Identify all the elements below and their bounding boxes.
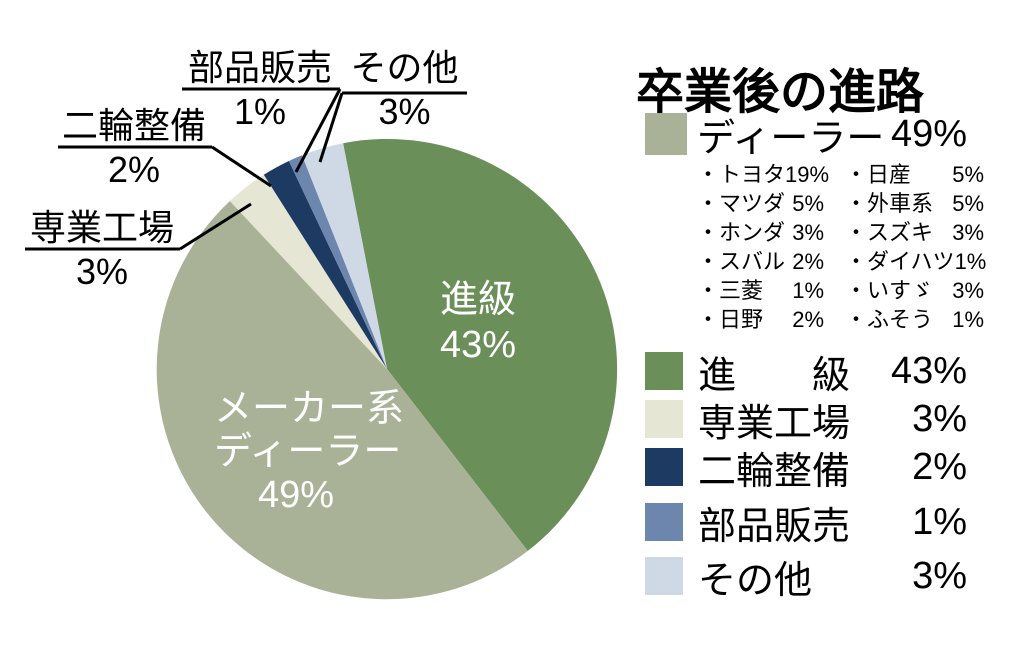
legend-label: 専業工場 bbox=[698, 402, 851, 445]
callout-senmon-kojo: 専業工場 3% bbox=[22, 206, 182, 294]
breakdown-name: ・三菱 bbox=[697, 278, 764, 303]
pie-label-line: 進級 bbox=[439, 279, 516, 321]
callout-label: 二輪整備 bbox=[61, 105, 206, 146]
legend-label: 部品販売 bbox=[698, 505, 851, 548]
pie-label-line: 49% bbox=[257, 474, 335, 516]
legend-swatch bbox=[645, 503, 683, 541]
breakdown-item: ・日野 2% bbox=[697, 305, 824, 334]
breakdown-value: 3% bbox=[952, 278, 984, 303]
breakdown-item: ・外車系 5% bbox=[845, 189, 984, 218]
legend-row-senmon-kojo: 専業工場 3% bbox=[645, 397, 967, 445]
pie-label-maker-dealer: メーカー系 ディーラー 49% bbox=[214, 388, 405, 517]
breakdown-value: 19% bbox=[785, 162, 830, 187]
callout-value: 2% bbox=[107, 149, 161, 190]
callout-label: 部品販売 bbox=[187, 47, 332, 88]
legend-row-nirin-seibi: 二輪整備 2% bbox=[645, 445, 967, 493]
callout-buhin-hanbai: 部品販売 1% bbox=[180, 46, 340, 134]
pie-slice-sonota bbox=[302, 143, 387, 369]
dealer-breakdown-col2: ・日産 5% ・外車系 5% ・スズキ 3% ・ダイハツ 1% ・いすゞ 3% ・ふそう 1… bbox=[845, 160, 987, 334]
legend-label: 二輪整備 bbox=[698, 450, 851, 493]
legend-value: 3% bbox=[912, 554, 967, 597]
callout-nirin-seibi: 二輪整備 2% bbox=[55, 104, 213, 192]
legend-label: ディーラー bbox=[697, 117, 885, 160]
breakdown-name: ・トヨタ bbox=[697, 162, 786, 187]
breakdown-name: ・日野 bbox=[697, 307, 764, 332]
breakdown-value: 5% bbox=[792, 191, 824, 216]
breakdown-name: ・ダイハツ bbox=[845, 249, 955, 274]
pie-slice-shinkyuu bbox=[343, 138, 618, 551]
breakdown-item: ・ホンダ 3% bbox=[697, 218, 824, 247]
callout-lines bbox=[25, 87, 467, 251]
callout-leader-senmon-kojo bbox=[179, 202, 252, 251]
callout-value: 3% bbox=[378, 91, 431, 132]
breakdown-name: ・日産 bbox=[845, 162, 912, 187]
breakdown-name: ・ホンダ bbox=[697, 220, 786, 245]
breakdown-name: ・ふそう bbox=[845, 307, 934, 332]
chart-title: 卒業後の進路 bbox=[636, 66, 925, 119]
breakdown-item: ・スバル 2% bbox=[697, 247, 824, 276]
pie bbox=[156, 138, 618, 600]
breakdown-item: ・ふそう 1% bbox=[845, 305, 984, 334]
breakdown-value: 5% bbox=[952, 162, 984, 187]
pie-label-shinkyuu: 進級 43% bbox=[400, 278, 556, 368]
breakdown-value: 2% bbox=[792, 249, 824, 274]
legend-swatch bbox=[645, 400, 683, 438]
breakdown-name: ・マツダ bbox=[697, 191, 786, 216]
callout-leader-buhin-hanbai bbox=[294, 88, 342, 173]
legend-value: 3% bbox=[912, 397, 967, 440]
callout-label: 専業工場 bbox=[29, 207, 174, 248]
legend-row-dealer: ディーラー 49% bbox=[645, 112, 967, 160]
breakdown-value: 3% bbox=[792, 220, 824, 245]
callout-value: 1% bbox=[233, 91, 287, 132]
breakdown-value: 5% bbox=[952, 191, 984, 216]
breakdown-item: ・スズキ 3% bbox=[845, 218, 984, 247]
pie-label-line: ディーラー bbox=[214, 431, 402, 473]
pie-slice-buhin_hanbai bbox=[288, 155, 387, 369]
dealer-breakdown-col1: ・トヨタ 19% ・マツダ 5% ・ホンダ 3% ・スバル 2% ・三菱 1% ・日野 2% bbox=[697, 160, 829, 334]
legend-value: 1% bbox=[912, 500, 967, 543]
pie-label-line: 43% bbox=[439, 324, 517, 366]
legend-label: 進 級 bbox=[698, 354, 851, 397]
breakdown-item: ・マツダ 5% bbox=[697, 189, 824, 218]
breakdown-item: ・ダイハツ 1% bbox=[845, 247, 987, 276]
breakdown-name: ・スバル bbox=[697, 249, 786, 274]
breakdown-value: 1% bbox=[952, 307, 984, 332]
legend-label: その他 bbox=[698, 559, 813, 602]
legend-value: 2% bbox=[912, 445, 967, 488]
breakdown-name: ・いすゞ bbox=[845, 278, 934, 303]
pie-slice-senmon_kojo bbox=[229, 174, 387, 369]
legend-value: 43% bbox=[890, 349, 967, 392]
legend-row-buhin-hanbai: 部品販売 1% bbox=[645, 500, 967, 548]
breakdown-name: ・スズキ bbox=[845, 220, 934, 245]
callout-sonota: その他 3% bbox=[341, 46, 468, 134]
legend-swatch bbox=[645, 448, 683, 486]
breakdown-item: ・三菱 1% bbox=[697, 276, 824, 305]
breakdown-item: ・トヨタ 19% bbox=[697, 160, 829, 189]
breakdown-value: 3% bbox=[952, 220, 984, 245]
legend-swatch bbox=[645, 557, 683, 595]
callout-label: その他 bbox=[350, 47, 459, 88]
callout-value: 3% bbox=[75, 251, 129, 292]
breakdown-item: ・いすゞ 3% bbox=[845, 276, 984, 305]
pie-label-line: メーカー系 bbox=[214, 388, 405, 430]
breakdown-name: ・外車系 bbox=[845, 191, 934, 216]
legend-value: 49% bbox=[890, 112, 967, 155]
breakdown-value: 1% bbox=[954, 249, 987, 274]
pie-slice-nirin_seibi bbox=[263, 161, 387, 369]
legend-swatch-dealer bbox=[645, 113, 687, 155]
legend-row-sonota: その他 3% bbox=[645, 554, 967, 602]
callout-leader-nirin-seibi bbox=[211, 145, 272, 188]
breakdown-value: 2% bbox=[792, 307, 824, 332]
pie-slice-maker_dealer bbox=[156, 201, 528, 600]
breakdown-item: ・日産 5% bbox=[845, 160, 984, 189]
legend-swatch bbox=[645, 352, 683, 390]
dealer-breakdown: ・トヨタ 19% ・マツダ 5% ・ホンダ 3% ・スバル 2% ・三菱 1% ・日野 2%… bbox=[697, 160, 987, 334]
breakdown-value: 1% bbox=[792, 278, 824, 303]
legend-row-shinkyuu: 進 級 43% bbox=[645, 349, 967, 397]
callout-leader-sonota bbox=[318, 92, 344, 163]
